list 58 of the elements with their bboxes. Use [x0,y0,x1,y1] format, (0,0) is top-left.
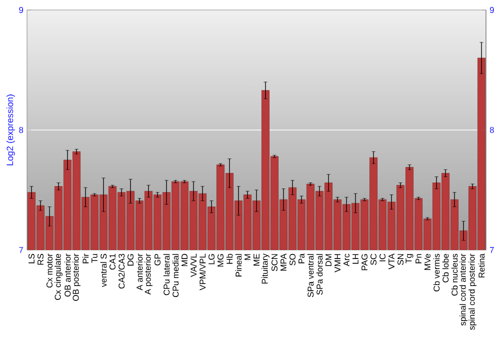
x-tick-label: OB anterior [64,254,71,297]
x-tick-label: Pituitary [262,254,270,284]
x-tick-label: Pn [416,254,422,264]
x-tick-label: LH [352,254,358,264]
x-tick-label: MG [218,254,224,267]
x-tick-label: SCN [272,254,278,272]
x-tick-label: LS [28,254,35,264]
y-tick-label: 9 [19,6,24,13]
x-tick-label: ME [254,254,260,266]
x-tick-label: A anterior [136,254,143,290]
x-tick-label: spinal cord posterior [468,254,476,330]
y-tick-label: 8 [19,126,24,133]
x-tick-label: A posterior [144,254,152,295]
y-tick-label: 7 [19,247,24,253]
x-tick-label: M [244,254,250,260]
x-tick-label: MPA [280,254,286,271]
x-tick-label: Cb nucleus [451,254,458,296]
x-tick-label: VTA [388,254,394,270]
x-tick-label: DM [326,254,332,266]
x-tick-label: Tg [406,254,414,264]
x-tick-label: Tu [92,254,98,263]
x-tick-label: SPa dorsal [316,254,323,295]
y2-tick-label: 7 [490,247,494,253]
x-tick-label: MD [182,254,188,266]
x-tick-label: LG [208,254,215,264]
x-tick-label: Arc [344,254,350,266]
x-tick-label: OB posterior [72,254,80,301]
x-tick-label: CPu medial [172,254,179,298]
x-tick-label: DG [128,254,134,266]
x-tick-label: Pineal [235,254,242,276]
x-tick-label: Cb vermis [433,254,440,292]
x-tick-label: CPu lateral [163,254,170,296]
x-tick-label: Cx motor [46,254,53,288]
x-tick-label: RS [38,254,44,265]
x-tick-label: Cx cingulate [54,254,62,300]
x-tick-label: VPM/VPL [199,254,206,290]
y2-tick-label: 9 [490,6,494,13]
x-tick-label: SPa ventral [307,254,314,298]
y2-tick-label: 8 [490,126,494,133]
x-tick-label: Pir [82,254,89,264]
x-tick-label: GP [154,254,161,266]
x-tick-label: SN [397,254,404,265]
x-tick-label: VMH [334,254,340,272]
x-tick-label: IC [379,254,386,262]
x-tick-label: Pa [298,254,304,264]
x-tick-label: Cb lobe [442,254,449,282]
x-tick-label: ventral S [100,254,107,288]
x-tick-label: VA/VL [190,254,197,277]
x-tick-label: SO [290,254,296,266]
y-axis-title: Log2 (expression) [6,94,15,166]
x-tick-label: SC [370,254,377,265]
x-tick-label: Hb [226,254,233,264]
x-tick-label: spinal cord anterior [460,254,468,326]
x-tick-label: CA2/CA3 [118,254,125,289]
x-tick-label: CA1 [110,254,116,270]
x-tick-label: Retina [478,254,485,278]
x-tick-label: PAG [361,254,368,270]
x-tick-label: MVe [424,254,430,270]
